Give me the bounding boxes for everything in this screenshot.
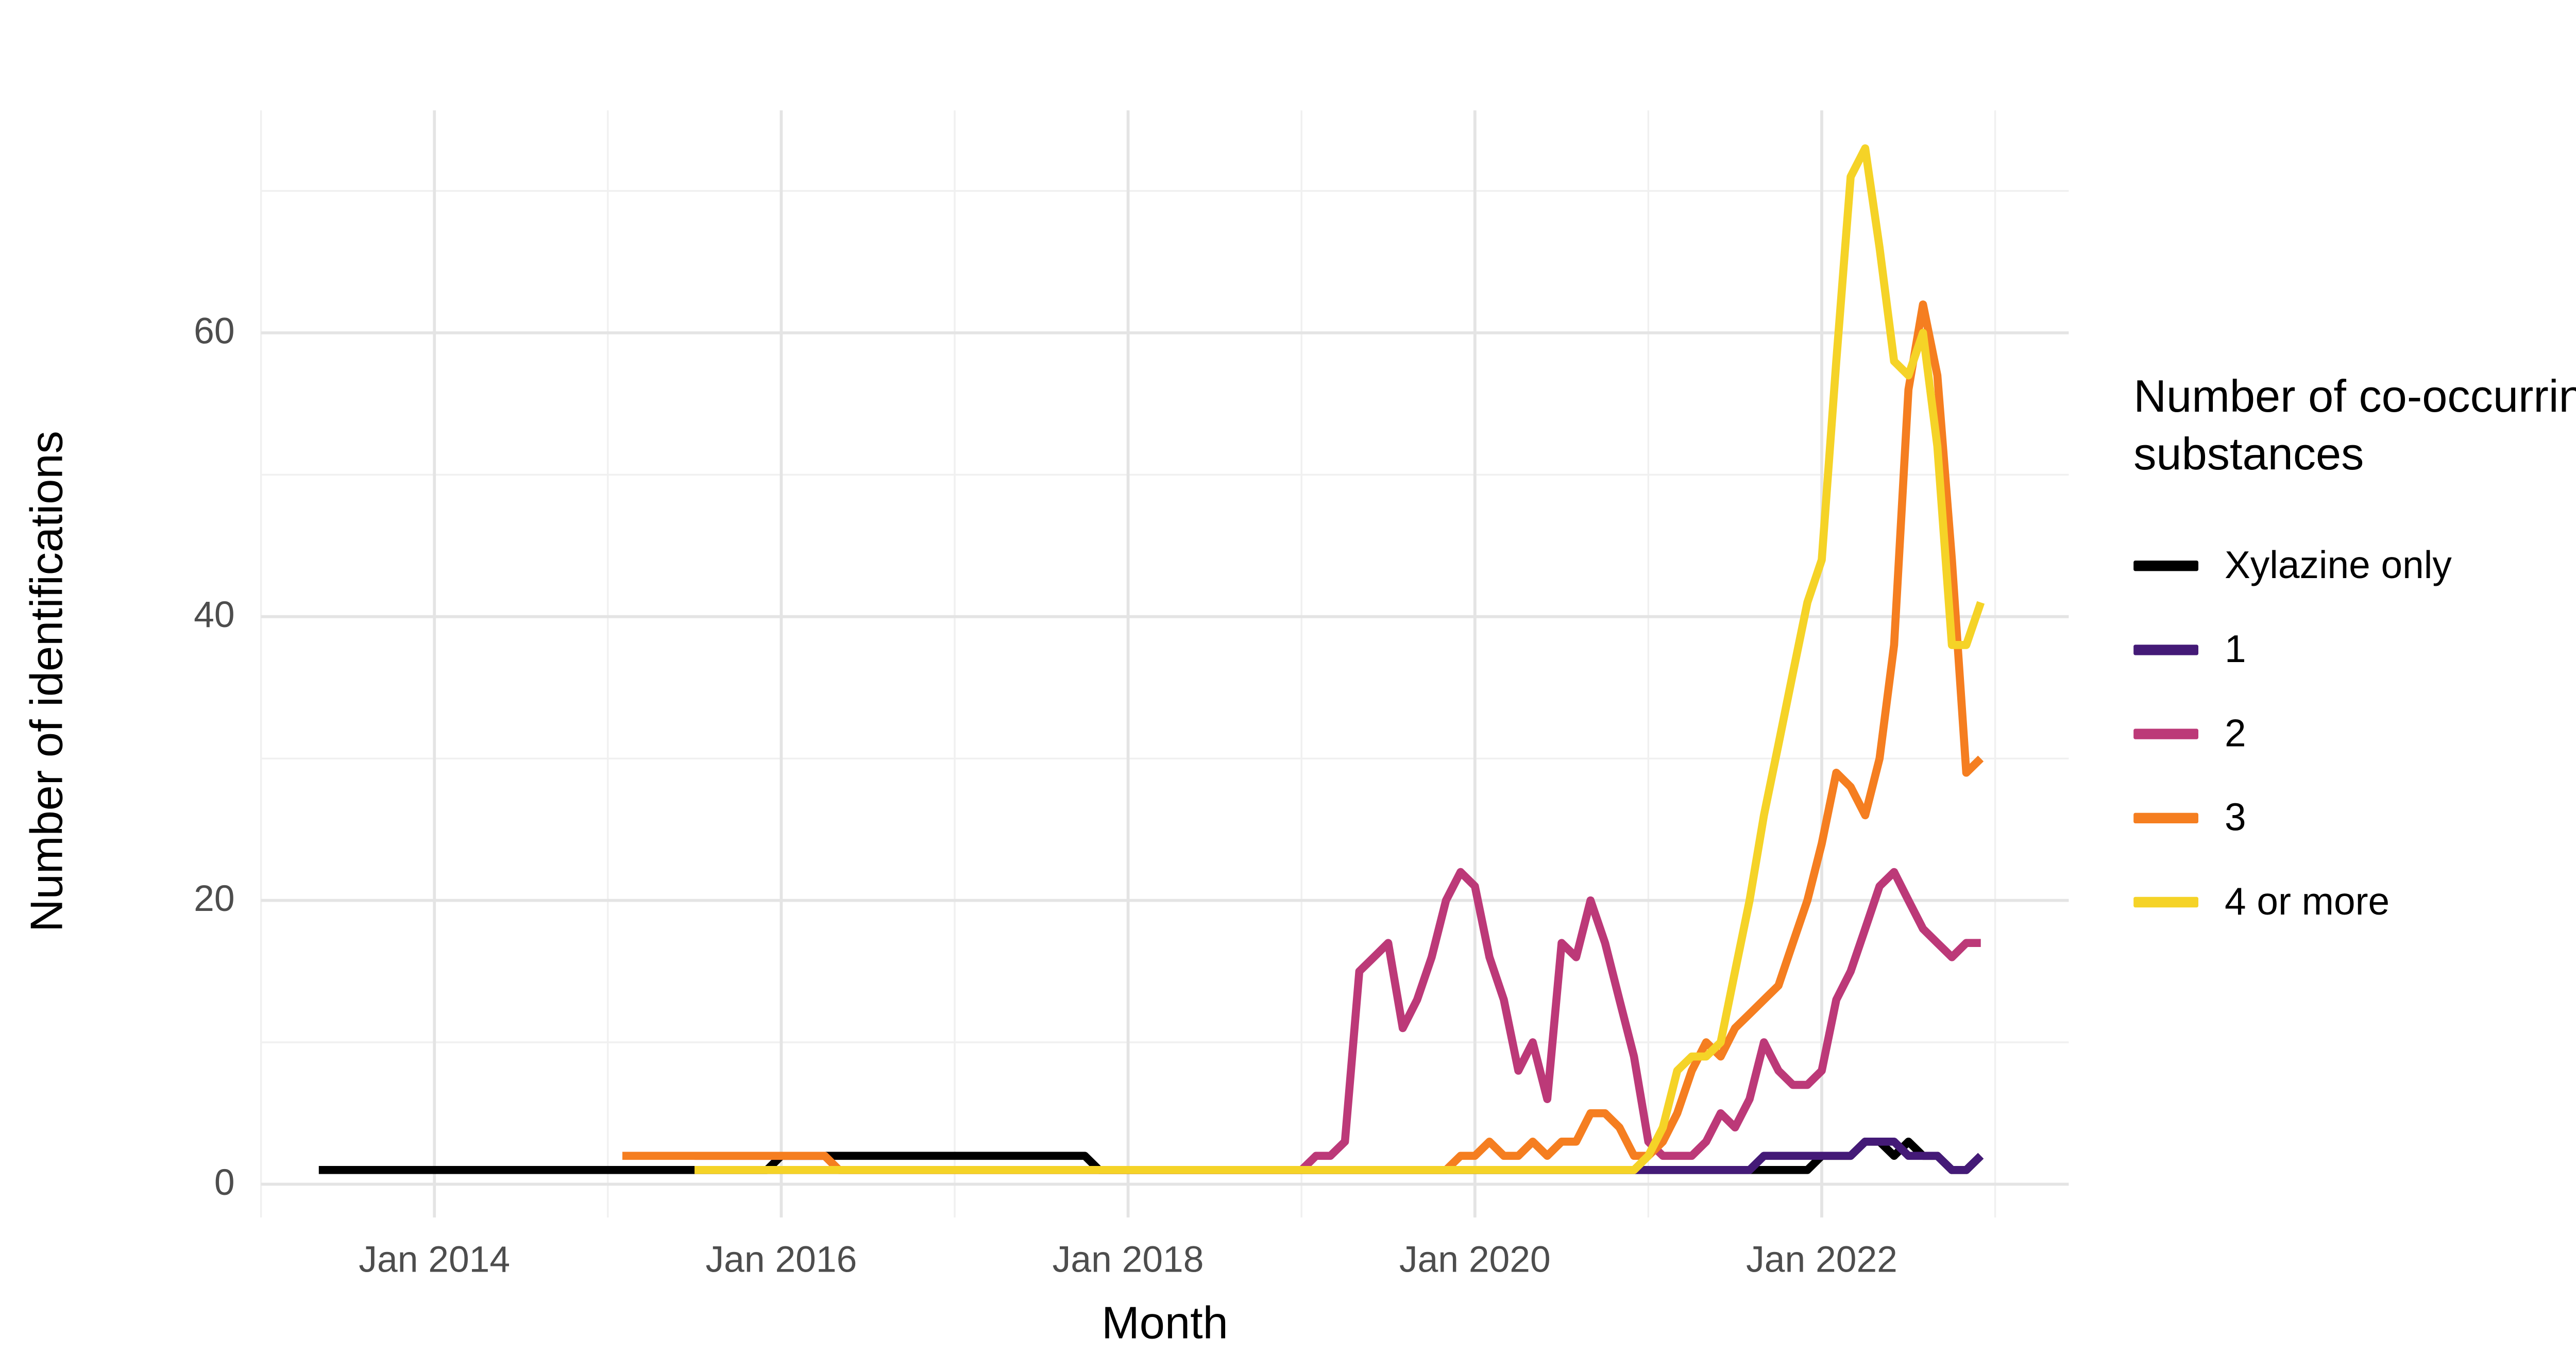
x-tick-label: Jan 2022: [1746, 1240, 1897, 1281]
legend-item-xylazine-only: Xylazine only: [2133, 524, 2576, 608]
x-tick-label: Jan 2018: [1052, 1240, 1204, 1281]
legend-label-xylazine-only: Xylazine only: [2225, 543, 2452, 587]
legend: Number of co-occurring substances Xylazi…: [2133, 368, 2576, 944]
legend-key-line-3: [2133, 813, 2198, 823]
legend-key-line-4-or-more: [2133, 897, 2198, 908]
legend-label-3: 3: [2225, 795, 2246, 839]
legend-key-line-2: [2133, 729, 2198, 739]
series-line-2: [694, 868, 1981, 1174]
legend-items: Xylazine only 1 2 3 4 or more: [2133, 524, 2576, 944]
y-tick-label: 20: [194, 879, 235, 920]
legend-key-line-xylazine-only: [2133, 561, 2198, 571]
legend-label-1: 1: [2225, 627, 2246, 671]
x-tick-label: Jan 2016: [705, 1240, 857, 1281]
legend-key-line-1: [2133, 645, 2198, 655]
y-tick-label: 40: [194, 596, 235, 636]
y-tick-label: 60: [194, 312, 235, 352]
legend-title: Number of co-occurring substances: [2133, 369, 2576, 479]
legend-label-2: 2: [2225, 711, 2246, 755]
x-tick-label: Jan 2014: [359, 1240, 511, 1281]
series-line-xylazine-only: [318, 1137, 1984, 1174]
y-axis-title: Number of identifications: [20, 431, 73, 933]
legend-item-3: 3: [2133, 776, 2576, 860]
legend-item-4-or-more: 4 or more: [2133, 860, 2576, 944]
legend-label-4-or-more: 4 or more: [2225, 879, 2390, 923]
y-tick-label: 0: [214, 1163, 235, 1204]
series-line-4-or-more: [694, 144, 1985, 1174]
legend-item-2: 2: [2133, 692, 2576, 776]
x-axis-title: Month: [1101, 1296, 1228, 1349]
legend-item-1: 1: [2133, 608, 2576, 692]
x-tick-label: Jan 2020: [1399, 1240, 1551, 1281]
